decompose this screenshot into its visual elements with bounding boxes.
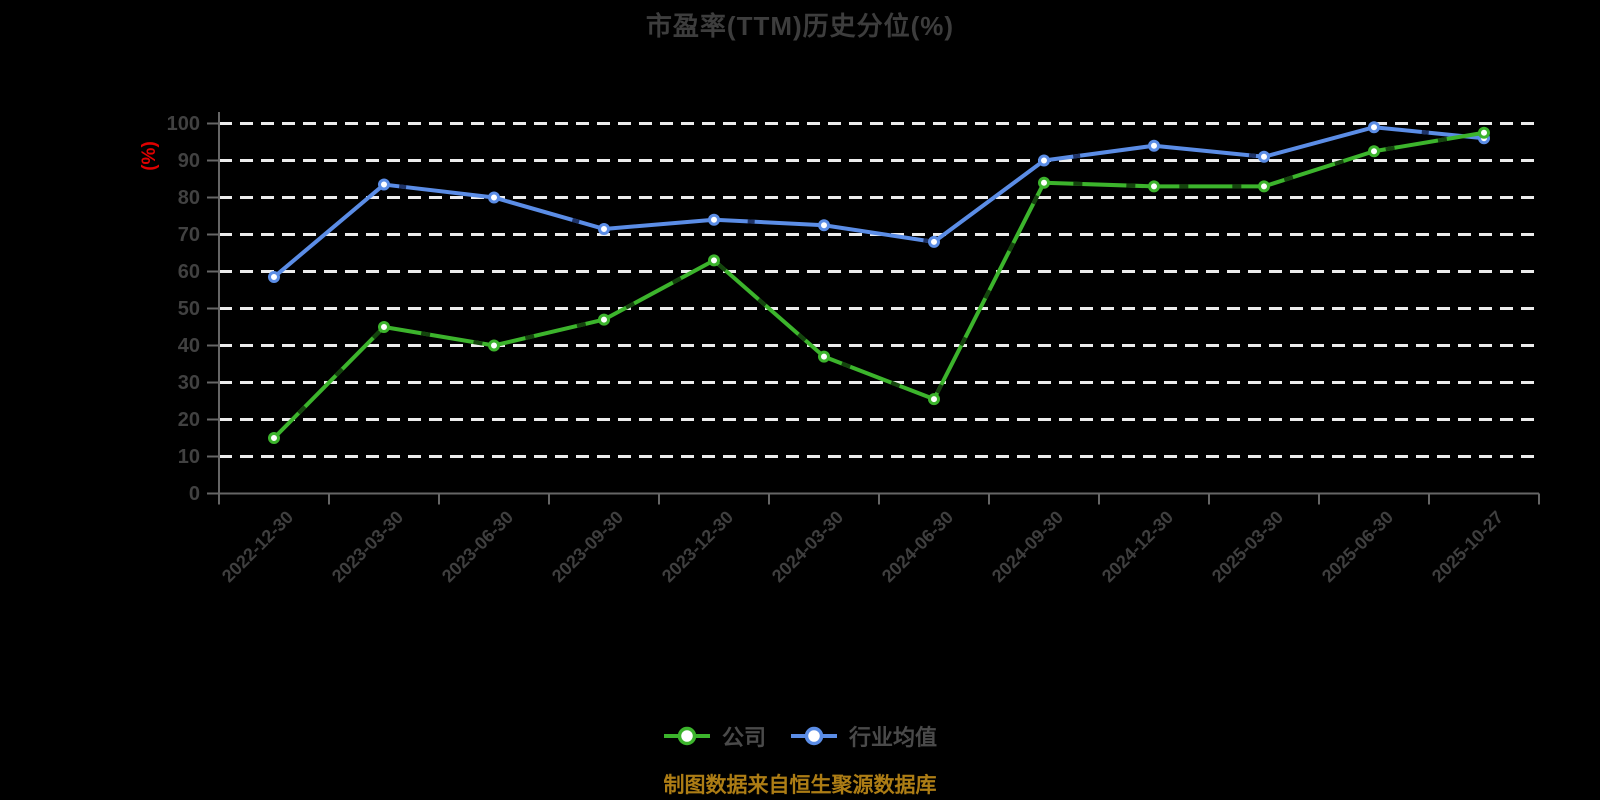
y-tick-label: 70 bbox=[177, 223, 200, 246]
series-line-dash-overlay bbox=[272, 130, 1485, 440]
legend-item-industry-average[interactable]: 行业均值 bbox=[790, 720, 937, 752]
data-point[interactable] bbox=[1258, 150, 1270, 163]
y-tick-label: 40 bbox=[177, 334, 200, 357]
data-point[interactable] bbox=[1258, 180, 1270, 193]
data-point[interactable] bbox=[1038, 176, 1050, 189]
data-source-note: 制图数据来自恒生聚源数据库 bbox=[663, 774, 937, 797]
y-tick-label: 90 bbox=[177, 149, 200, 172]
legend-label-company: 公司 bbox=[721, 725, 766, 750]
data-point[interactable] bbox=[1038, 154, 1050, 167]
series-line-industry-average bbox=[272, 125, 1486, 280]
series-line-company bbox=[272, 130, 1486, 440]
data-point[interactable] bbox=[268, 432, 280, 444]
chart-legend: 公司 行业均值 bbox=[0, 720, 1600, 752]
data-point[interactable] bbox=[708, 213, 720, 226]
data-point[interactable] bbox=[598, 313, 610, 326]
legend-label-industry-average: 行业均值 bbox=[849, 725, 938, 750]
data-point[interactable] bbox=[1148, 139, 1160, 152]
data-point[interactable] bbox=[598, 222, 610, 235]
data-point[interactable] bbox=[378, 321, 390, 333]
y-tick-label: 60 bbox=[177, 260, 200, 283]
data-point[interactable] bbox=[378, 178, 390, 191]
y-tick-label: 100 bbox=[166, 112, 200, 135]
y-tick-label: 20 bbox=[177, 408, 200, 431]
y-tick-label: 0 bbox=[188, 482, 200, 505]
chart-title: 市盈率(TTM)历史分位(%) bbox=[645, 11, 955, 41]
data-point[interactable] bbox=[1368, 145, 1380, 158]
data-point[interactable] bbox=[928, 235, 940, 248]
y-tick-label: 30 bbox=[177, 371, 200, 394]
data-point[interactable] bbox=[818, 219, 830, 232]
data-point[interactable] bbox=[488, 191, 500, 204]
data-point[interactable] bbox=[1368, 121, 1380, 134]
data-point[interactable] bbox=[488, 339, 500, 352]
y-tick-label: 50 bbox=[177, 297, 200, 320]
legend-item-company[interactable]: 公司 bbox=[663, 720, 766, 752]
data-point[interactable] bbox=[1148, 180, 1160, 193]
data-point[interactable] bbox=[268, 271, 280, 284]
data-point[interactable] bbox=[708, 254, 720, 267]
data-point[interactable] bbox=[1478, 126, 1490, 139]
data-point[interactable] bbox=[928, 393, 940, 406]
series-line-dash-overlay bbox=[272, 125, 1485, 279]
y-tick-label: 10 bbox=[177, 445, 200, 468]
company-line-marker-icon bbox=[663, 726, 710, 746]
industry-average-line-marker-icon bbox=[791, 726, 837, 746]
data-point[interactable] bbox=[818, 350, 830, 363]
y-tick-label: 80 bbox=[177, 186, 200, 209]
